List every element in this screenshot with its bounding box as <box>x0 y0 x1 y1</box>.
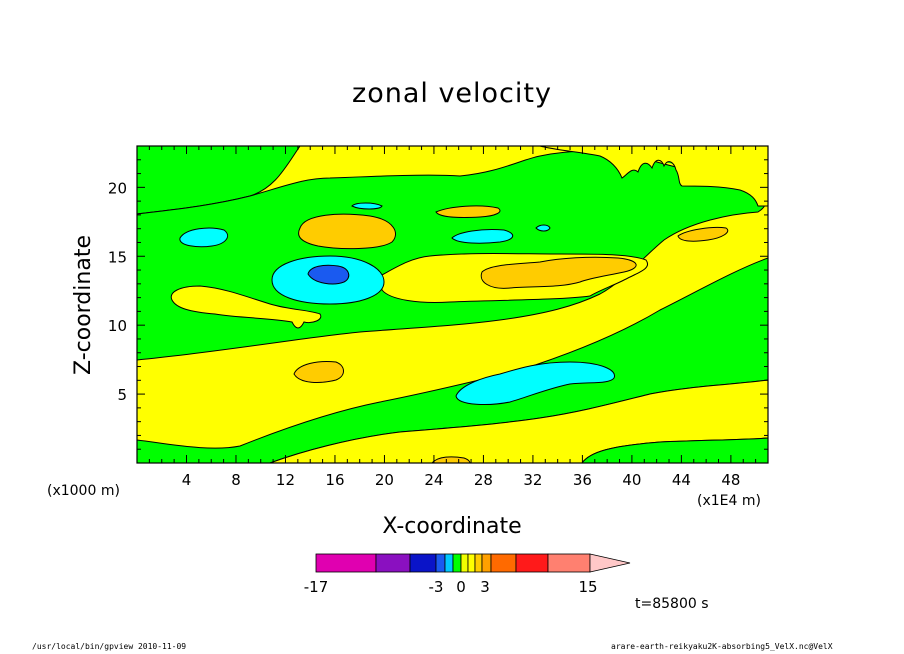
x-tick-label: 28 <box>474 471 493 489</box>
region-orange-2 <box>435 205 501 218</box>
colorbar-segment <box>452 553 462 573</box>
x-tick-label: 48 <box>721 471 740 489</box>
colorbar-label: 0 <box>456 578 466 596</box>
region-orange-5 <box>293 361 344 383</box>
z-unit-note: (x1E4 m) <box>697 493 761 509</box>
x-tick-label: 20 <box>375 471 394 489</box>
x-tick-label: 4 <box>182 471 192 489</box>
x-tick-label: 8 <box>231 471 241 489</box>
z-tick-label: 10 <box>108 317 127 335</box>
colorbar-segment <box>409 553 437 573</box>
region-cyan-3 <box>351 202 383 210</box>
region-blue-core <box>307 264 350 285</box>
colorbar-segment <box>460 553 469 573</box>
colorbar-labels: -17 -3 0 3 15 <box>304 578 598 596</box>
region-yellow-topright <box>539 146 768 207</box>
region-orange-4 <box>677 227 729 242</box>
y-axis-label: Z-coordinate <box>71 235 96 375</box>
colorbar-segment <box>547 553 591 573</box>
region-yellow-left-mid <box>170 285 322 329</box>
colorbar-arrow <box>589 553 631 573</box>
x-axis-label: X-coordinate <box>382 514 522 539</box>
x-tick-label: 32 <box>523 471 542 489</box>
x-axis-ticks: 4 8 12 16 20 24 28 32 36 40 44 48 <box>148 146 757 489</box>
colorbar-segment <box>315 553 377 573</box>
colorbar-segment <box>490 553 517 573</box>
colorbar-label: 15 <box>578 578 597 596</box>
region-orange-3 <box>480 256 637 289</box>
region-cyan-1 <box>179 227 228 248</box>
colorbar-label: 3 <box>480 578 490 596</box>
x-tick-label: 24 <box>424 471 443 489</box>
x-tick-label: 36 <box>573 471 592 489</box>
z-tick-label: 15 <box>108 248 127 266</box>
colorbar-segment <box>467 553 476 573</box>
plot-frame <box>136 145 769 464</box>
region-green-bottomright <box>581 437 768 463</box>
footer-left: /usr/local/bin/gpview 2010-11-09 <box>32 642 187 651</box>
footer-right: arare-earth-reikyaku2K-absorbing5_VelX.n… <box>611 642 833 651</box>
x-tick-label: 44 <box>672 471 691 489</box>
z-tick-label: 20 <box>108 179 127 197</box>
z-tick-label: 5 <box>117 386 127 404</box>
colorbar-segment <box>515 553 549 573</box>
colorbar-segment <box>375 553 411 573</box>
x-tick-label: 16 <box>325 471 344 489</box>
colorbar-segment <box>444 553 454 573</box>
region-orange-1 <box>298 213 396 250</box>
colorbar <box>315 553 631 573</box>
x-unit-note: (x1000 m) <box>47 483 120 499</box>
z-axis-ticks: 5 10 15 20 <box>108 159 768 450</box>
x-tick-label: 40 <box>622 471 641 489</box>
time-label: t=85800 s <box>635 596 709 612</box>
colorbar-segment <box>474 553 483 573</box>
colorbar-segment <box>435 553 446 573</box>
colorbar-label: -17 <box>304 578 329 596</box>
colorbar-segment <box>481 553 492 573</box>
x-tick-label: 12 <box>276 471 295 489</box>
chart-title: zonal velocity <box>352 78 552 109</box>
region-cyan-6 <box>455 361 615 405</box>
colorbar-label: -3 <box>429 578 444 596</box>
contour-field <box>137 146 768 463</box>
region-cyan-4 <box>451 229 514 244</box>
region-cyan-5 <box>535 224 551 232</box>
